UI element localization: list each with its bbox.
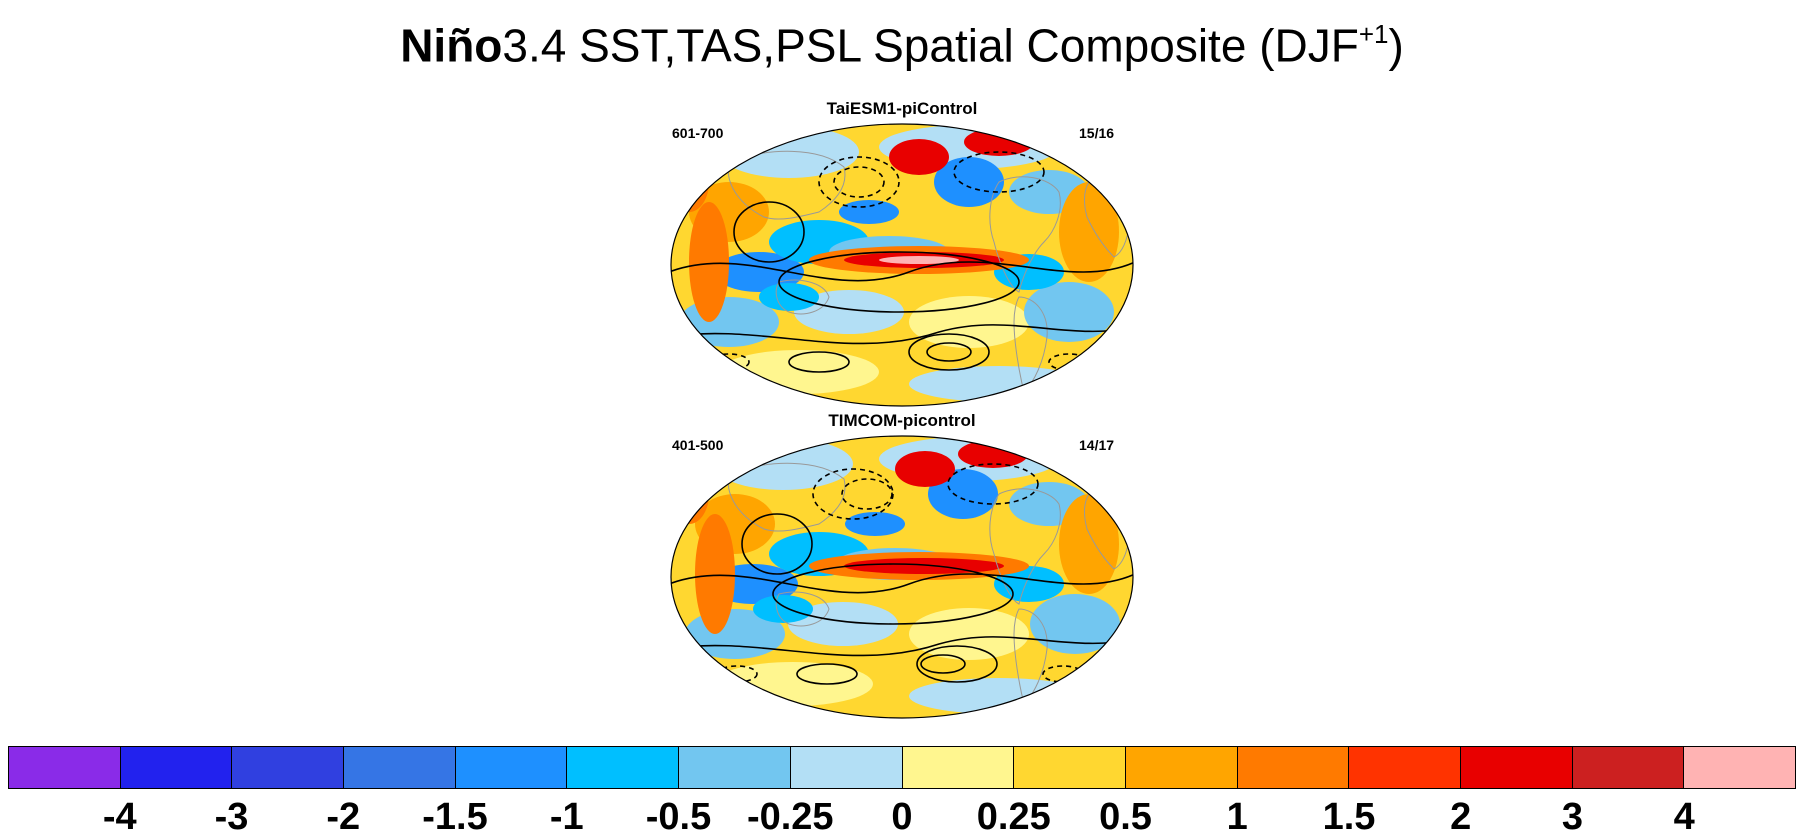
colorbar: [8, 746, 1796, 789]
colorbar-box: [679, 747, 791, 788]
colorbar-box: [790, 747, 903, 788]
title-main: 3.4 SST,TAS,PSL Spatial Composite (DJF: [502, 19, 1359, 72]
title-bold: Niño: [400, 19, 503, 72]
colorbar-box: [1125, 747, 1238, 788]
panel-1-map: [670, 123, 1134, 407]
colorbar-label: -1: [549, 796, 584, 838]
colorbar-box: [1684, 747, 1795, 788]
colorbar-label: 0.25: [976, 796, 1051, 838]
colorbar-box: [567, 747, 680, 788]
colorbar-box: [902, 747, 1015, 788]
colorbar-box: [1014, 747, 1126, 788]
colorbar-box: [120, 747, 233, 788]
panel-1-years: 601-700: [672, 125, 724, 141]
colorbar-box: [1237, 747, 1350, 788]
panel-2-map: [670, 435, 1134, 719]
title-superscript: +1: [1358, 19, 1389, 49]
colorbar-label: 0.5: [1099, 796, 1152, 838]
title-close: ): [1388, 19, 1404, 72]
colorbar-box: [232, 747, 345, 788]
colorbar-label: -0.5: [645, 796, 712, 838]
colorbar-box: [455, 747, 568, 788]
figure-title: Niño3.4 SST,TAS,PSL Spatial Composite (D…: [0, 8, 1804, 73]
colorbar-label: 4: [1673, 796, 1695, 838]
colorbar-label: -2: [326, 796, 361, 838]
colorbar-box: [1460, 747, 1573, 788]
panel-2-count: 14/17: [1079, 437, 1115, 453]
colorbar-label: -3: [214, 796, 249, 838]
colorbar-label: 2: [1450, 796, 1472, 838]
colorbar-box: [344, 747, 456, 788]
colorbar-box: [1349, 747, 1461, 788]
colorbar-label: 1.5: [1322, 796, 1376, 838]
panel-1-count: 15/16: [1079, 125, 1115, 141]
panel-2-title: TIMCOM-picontrol: [828, 411, 976, 430]
colorbar-box: [9, 747, 121, 788]
colorbar-label: -4: [102, 796, 137, 838]
colorbar-box: [1572, 747, 1685, 788]
colorbar-label: 0: [891, 796, 913, 838]
colorbar-labels: -4 -3 -2 -1.5 -1 -0.5 -0.25 0 0.25 0.5 1 1.5 2 3 4: [8, 795, 1796, 839]
colorbar-label: 3: [1561, 796, 1584, 838]
panel-2-years: 401-500: [672, 437, 724, 453]
colorbar-label: -0.25: [746, 796, 834, 838]
colorbar-label: -1.5: [422, 796, 488, 838]
panel-1-title: TaiESM1-piControl: [826, 99, 978, 118]
colorbar-label: 1: [1226, 796, 1248, 838]
